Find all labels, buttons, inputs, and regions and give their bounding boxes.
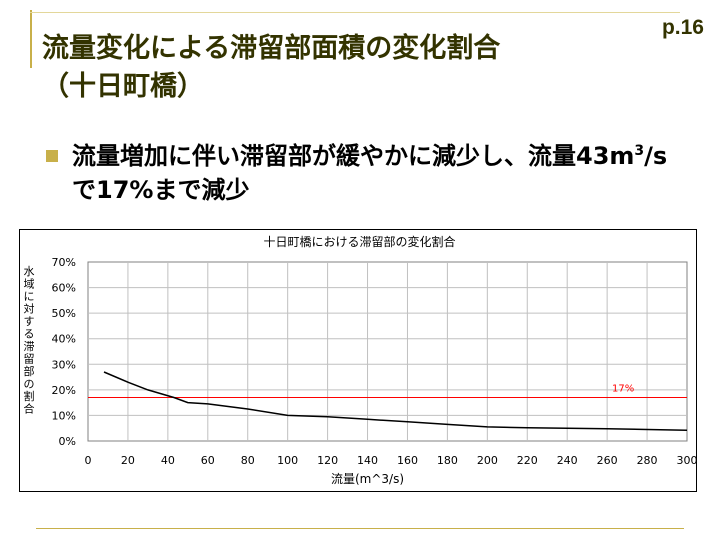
y-axis-label-char: 滞 <box>24 340 35 353</box>
x-tick-label: 180 <box>437 454 458 467</box>
y-tick-label: 20% <box>52 384 76 397</box>
reference-line-label: 17% <box>612 384 634 395</box>
x-tick-label: 160 <box>397 454 418 467</box>
slide-title-line2: （十日町橋） <box>42 71 204 102</box>
x-tick-label: 0 <box>85 454 92 467</box>
y-axis-label-char: る <box>24 328 35 341</box>
bullet-text-part1: 流量増加に伴い滞留部が緩やかに減少し、流量43m <box>72 142 635 170</box>
x-tick-label: 200 <box>477 454 498 467</box>
y-tick-label: 60% <box>52 282 76 295</box>
y-axis-label-char: 域 <box>24 278 35 291</box>
y-tick-label: 50% <box>52 307 76 320</box>
y-tick-label: 10% <box>52 409 76 422</box>
bullet-text-part2: /sで17%まで減少 <box>72 142 668 204</box>
x-axis-label: 流量(m^3/s) <box>331 472 404 486</box>
slide-title-line1: 流量変化による滞留部面積の変化割合 <box>42 33 501 64</box>
y-axis-label-char: 合 <box>24 402 35 416</box>
top-rule <box>30 12 680 13</box>
y-axis-label: 水域に対する滞留部の割合 <box>24 265 35 416</box>
y-axis-label-char: す <box>24 315 35 328</box>
bottom-rule <box>36 528 684 529</box>
bullet-text: 流量増加に伴い滞留部が緩やかに減少し、流量43m3/sで17%まで減少 <box>72 134 672 207</box>
chart-frame: 0 20 40 60 80 100 120 140 160 180 200 220 240 260 280 3… <box>19 229 697 492</box>
y-tick-label: 70% <box>52 256 76 269</box>
chart-title: 十日町橋における滞留部の変化割合 <box>263 234 455 249</box>
x-tick-label: 120 <box>317 454 338 467</box>
x-tick-label: 80 <box>241 454 255 467</box>
x-tick-label: 240 <box>557 454 578 467</box>
y-tick-label: 30% <box>52 358 76 371</box>
x-tick-label: 20 <box>121 454 135 467</box>
bullet-text-superscript: 3 <box>634 143 645 159</box>
x-tick-label: 140 <box>357 454 378 467</box>
series-line <box>103 371 688 432</box>
page-number: p.16 <box>661 16 704 39</box>
slide-title: 流量変化による滞留部面積の変化割合 （十日町橋） <box>42 30 500 106</box>
x-tick-label: 40 <box>161 454 175 467</box>
y-tick-label: 40% <box>52 333 76 346</box>
x-tick-label: 100 <box>277 454 298 467</box>
y-axis-label-char: 水 <box>24 265 35 278</box>
y-axis-label-char: に <box>24 290 35 303</box>
plot-area <box>87 261 688 442</box>
title-accent-bar <box>30 10 32 68</box>
x-tick-label: 220 <box>517 454 538 467</box>
y-tick-label: 0% <box>59 435 76 448</box>
x-tick-label: 300 <box>677 454 697 467</box>
x-tick-label: 280 <box>637 454 658 467</box>
bullet-square-icon <box>46 150 58 162</box>
y-axis-label-char: 対 <box>24 302 35 316</box>
y-axis-label-char: 割 <box>24 389 35 403</box>
x-tick-label: 60 <box>201 454 215 467</box>
y-axis-label-char: 部 <box>24 364 35 378</box>
x-tick-label: 260 <box>597 454 618 467</box>
y-axis-label-char: 留 <box>24 353 35 366</box>
line-chart: 0 20 40 60 80 100 120 140 160 180 200 220 240 260 280 3… <box>24 234 697 486</box>
y-axis-label-char: の <box>24 378 35 391</box>
